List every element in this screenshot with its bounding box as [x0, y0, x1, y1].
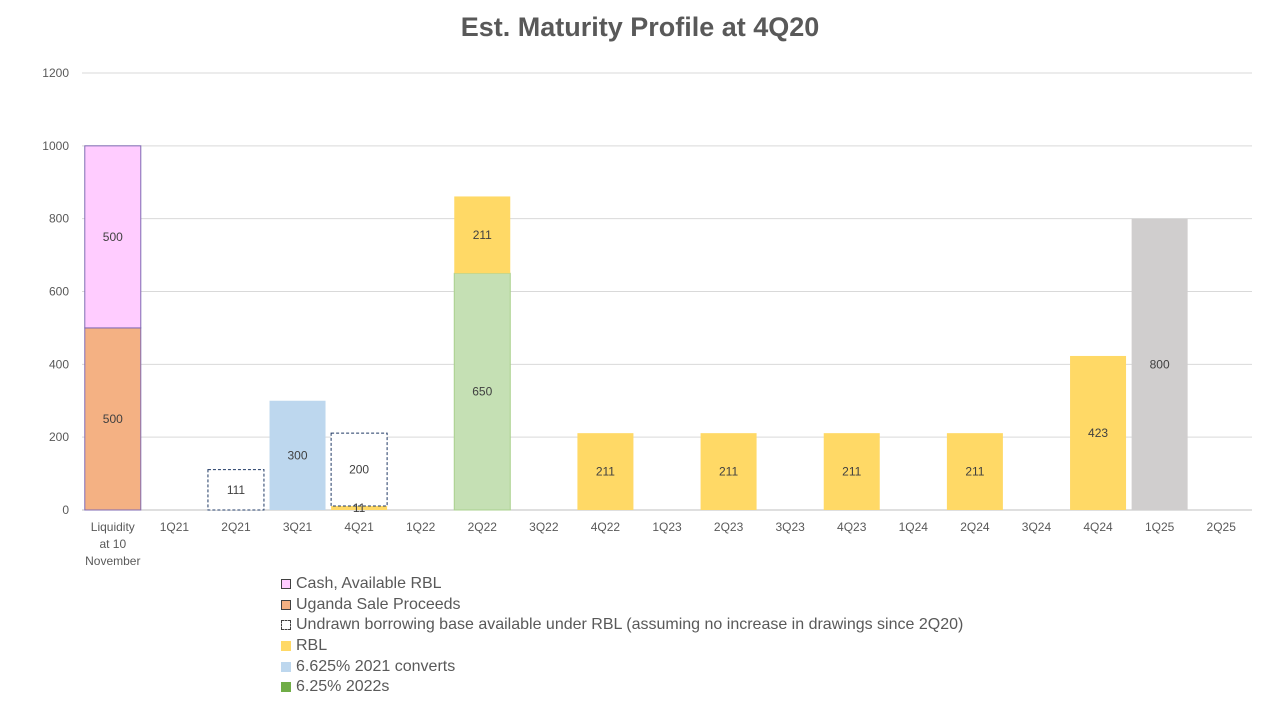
legend-label: Undrawn borrowing base available under R…	[296, 616, 964, 634]
bar	[1131, 218, 1188, 510]
bar	[1070, 355, 1127, 510]
bar	[577, 433, 634, 510]
x-tick-label: 1Q21	[160, 520, 190, 534]
data-label: 650	[472, 385, 492, 399]
bar	[207, 469, 265, 511]
legend-swatch	[281, 599, 291, 610]
legend-swatch	[281, 682, 291, 693]
y-tick-label: 800	[49, 212, 69, 226]
x-tick-label: 1Q22	[406, 520, 436, 534]
x-tick-label: 1Q25	[1145, 520, 1175, 534]
bar	[453, 272, 511, 511]
data-label: 423	[1088, 426, 1108, 440]
legend-label: RBL	[296, 637, 328, 655]
x-tick-label: 1Q24	[899, 520, 929, 534]
bar	[946, 433, 1003, 510]
data-label: 211	[719, 465, 738, 479]
data-label: 211	[473, 228, 492, 242]
data-label: 300	[288, 448, 308, 462]
x-tick-label: 3Q23	[775, 520, 805, 534]
data-label: 200	[349, 463, 369, 477]
x-tick-label: 4Q24	[1083, 520, 1113, 534]
legend-swatch	[281, 579, 291, 590]
y-tick-label: 400	[49, 357, 69, 371]
data-label: 11	[353, 501, 366, 515]
x-tick-label: 4Q21	[344, 520, 374, 534]
data-label: 211	[842, 465, 861, 479]
x-tick-label: 1Q23	[652, 520, 682, 534]
data-label: 211	[596, 465, 615, 479]
bar	[823, 433, 880, 510]
y-tick-label: 0	[62, 503, 69, 517]
legend-label: 6.25% 2022s	[296, 678, 390, 696]
x-tick-label: 3Q22	[529, 520, 559, 534]
y-tick-label: 1200	[42, 66, 69, 80]
x-tick-label: 3Q24	[1022, 520, 1052, 534]
x-tick-label: 2Q24	[960, 520, 990, 534]
legend-label: Cash, Available RBL	[296, 575, 442, 593]
x-tick-label: 2Q25	[1207, 520, 1237, 534]
data-label: 111	[227, 483, 246, 497]
legend-item: Undrawn borrowing base available under R…	[281, 615, 963, 636]
bar	[700, 433, 757, 510]
x-tick-label: Liquidity at 10 November	[85, 520, 140, 568]
x-tick-label: 2Q22	[468, 520, 498, 534]
x-tick-label: 2Q23	[714, 520, 744, 534]
legend-swatch	[281, 620, 291, 631]
x-tick-label: 4Q23	[837, 520, 867, 534]
data-label: 500	[103, 230, 123, 244]
data-label: 500	[103, 412, 123, 426]
legend-item: Uganda Sale Proceeds	[281, 595, 963, 616]
bar	[454, 196, 511, 274]
legend-item: 6.25% 2022s	[281, 677, 963, 698]
bar	[84, 327, 142, 511]
bar	[331, 505, 388, 510]
y-tick-label: 600	[49, 285, 69, 299]
y-tick-label: 200	[49, 430, 69, 444]
x-tick-label: 3Q21	[283, 520, 313, 534]
legend-swatch	[281, 661, 291, 672]
chart-title: Est. Maturity Profile at 4Q20	[460, 12, 820, 42]
legend-item: Cash, Available RBL	[281, 574, 963, 595]
legend-item: 6.625% 2021 converts	[281, 656, 963, 677]
x-tick-label: 2Q21	[221, 520, 251, 534]
chart-legend: Cash, Available RBL Uganda Sale Proceeds U…	[281, 574, 963, 698]
legend-item: RBL	[281, 636, 963, 657]
bar	[330, 432, 388, 507]
data-label: 800	[1150, 357, 1170, 371]
legend-swatch	[281, 641, 291, 652]
x-tick-label: 4Q22	[591, 520, 621, 534]
y-tick-label: 1000	[42, 139, 69, 153]
legend-label: 6.625% 2021 converts	[296, 657, 456, 675]
data-label: 211	[965, 465, 984, 479]
bar	[84, 145, 142, 329]
legend-label: Uganda Sale Proceeds	[296, 595, 461, 613]
bar	[269, 400, 326, 510]
